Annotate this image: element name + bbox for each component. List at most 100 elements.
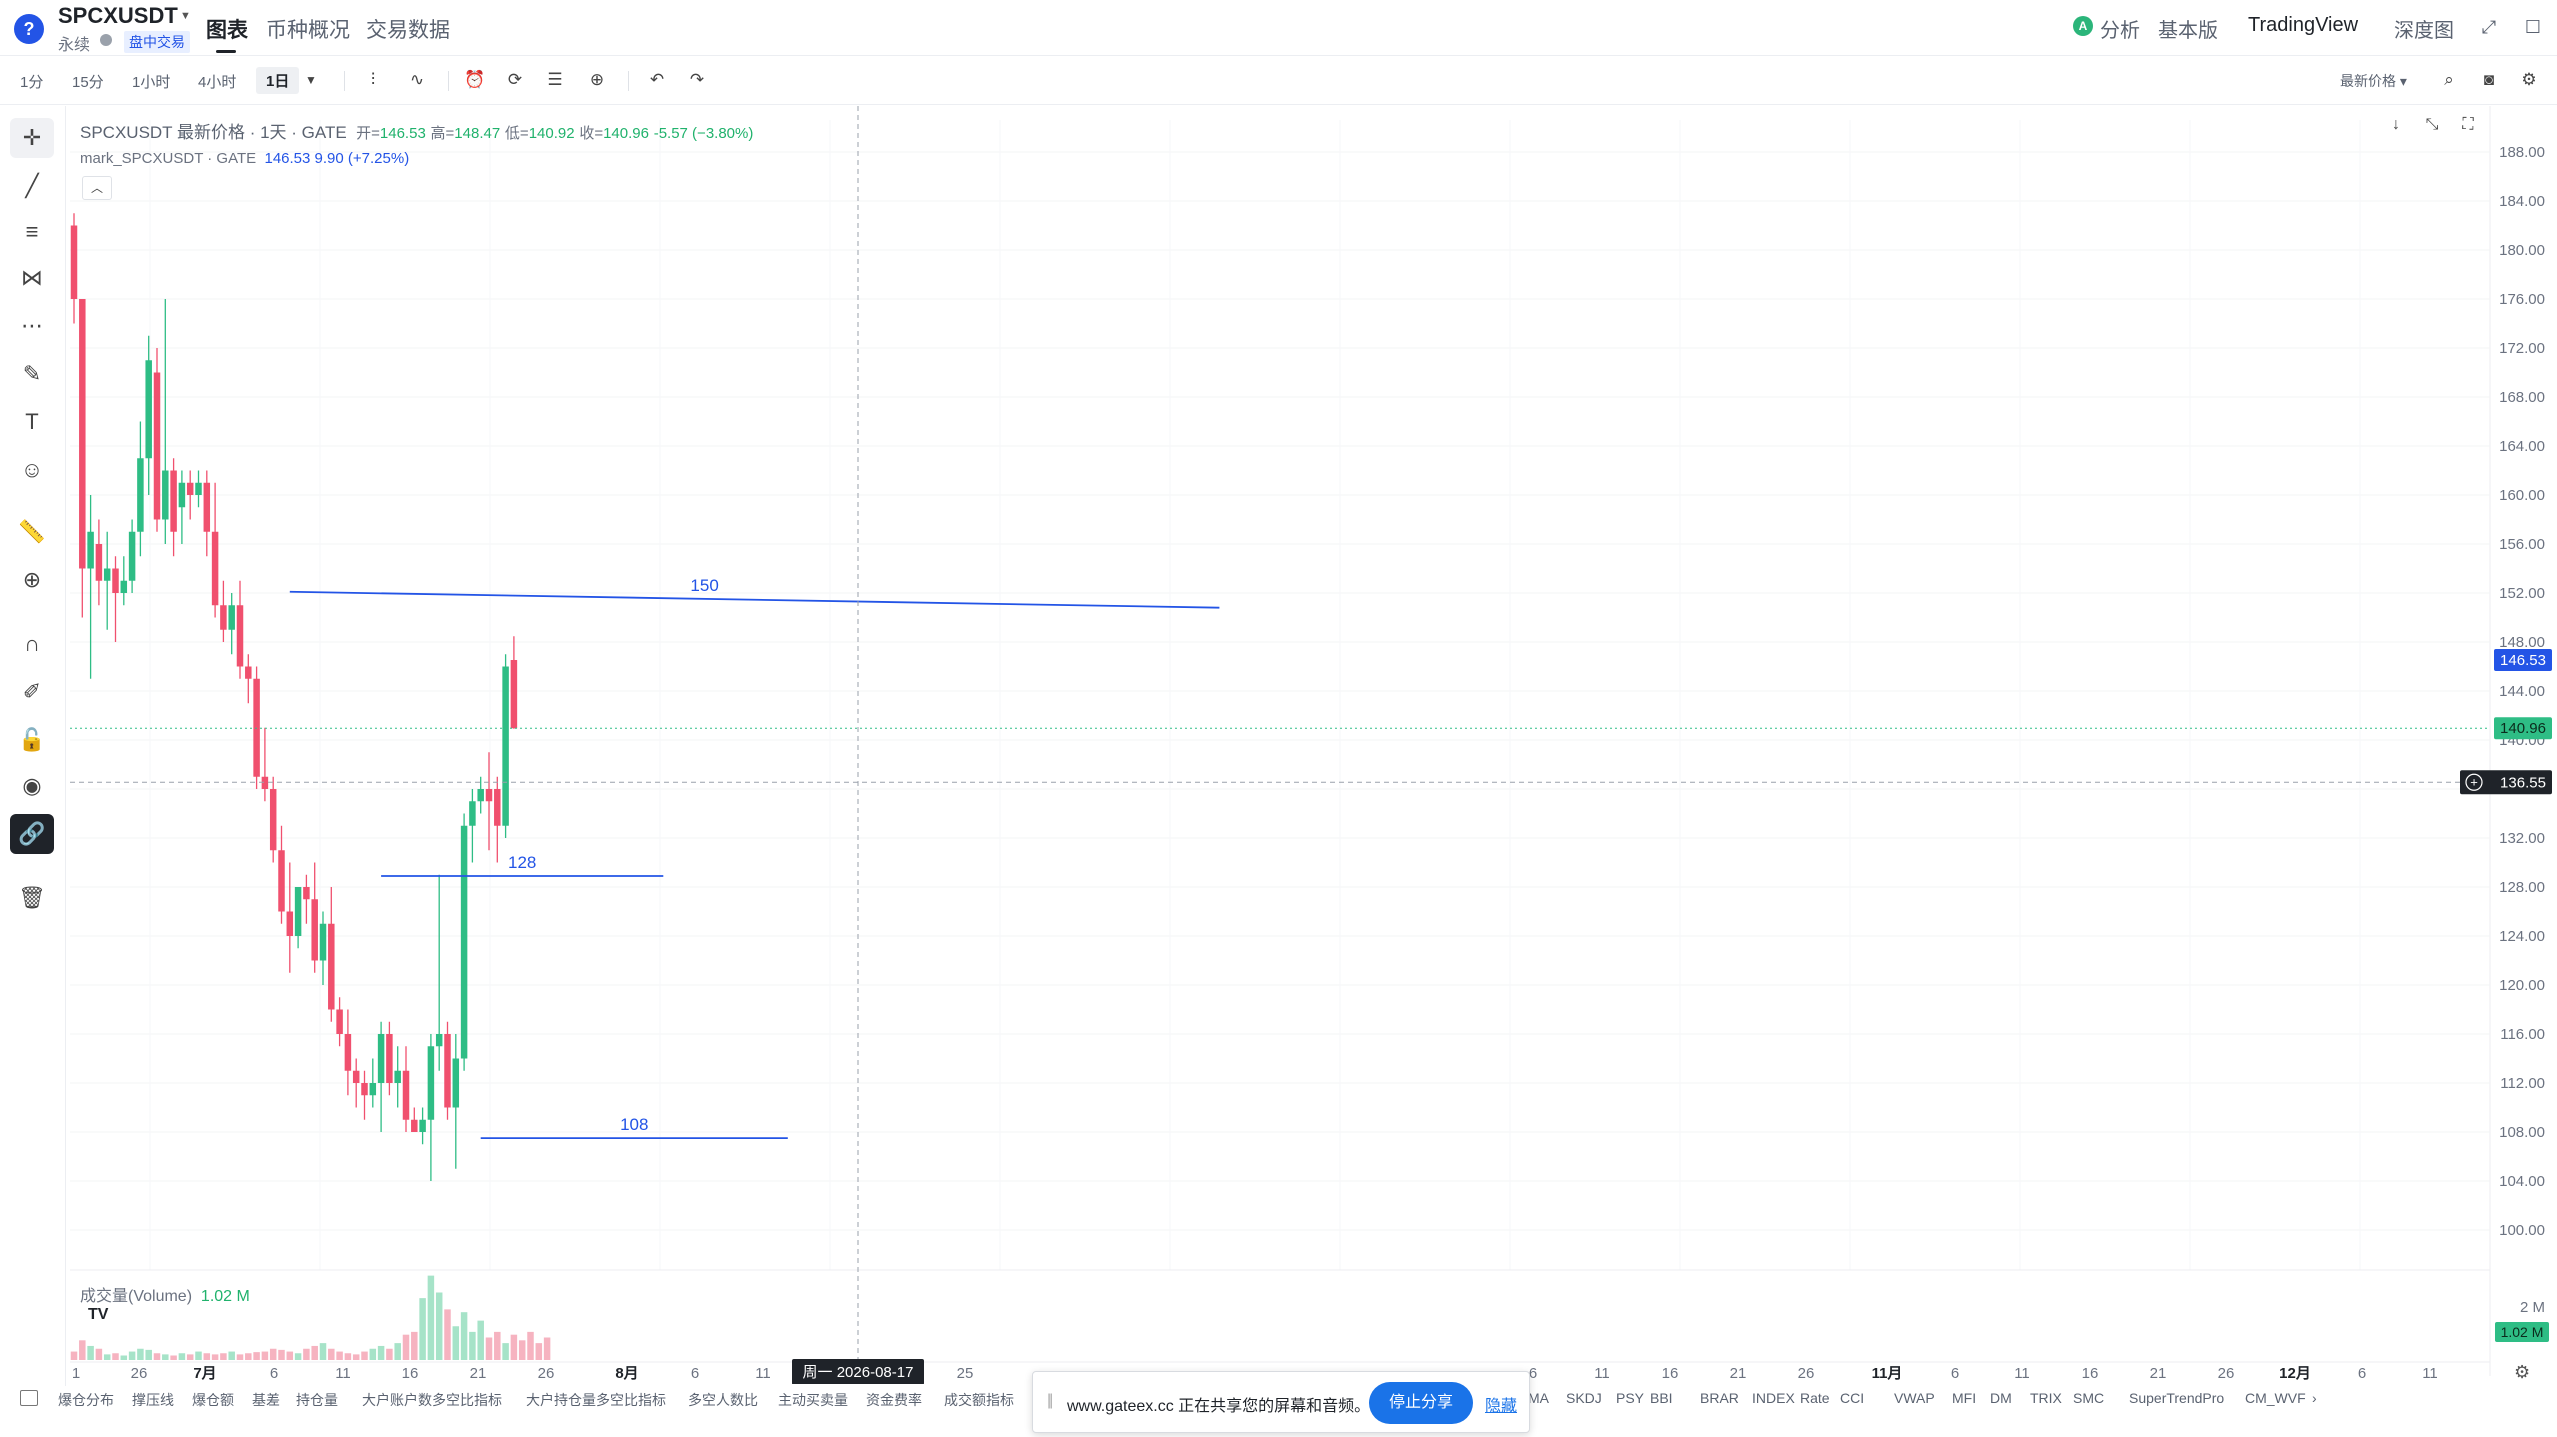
indicator-13[interactable]: PSY	[1616, 1390, 1645, 1406]
indicator-9[interactable]: 资金费率	[866, 1392, 922, 1408]
indicator-19[interactable]: VWAP	[1894, 1390, 1935, 1406]
settings-icon[interactable]: ⚙	[2514, 1362, 2531, 1382]
indicator-1[interactable]: 撑压线	[132, 1392, 174, 1408]
indicator-5[interactable]: 大户账户数多空比指标	[362, 1392, 502, 1408]
emoji-icon[interactable]: ☺	[20, 457, 44, 482]
timeframe-1d[interactable]: 1日	[256, 67, 300, 94]
projection-icon[interactable]: ⋯	[21, 313, 43, 338]
trend-line-icon[interactable]: ╱	[25, 173, 39, 198]
indicator-6[interactable]: 大户持仓量多空比指标	[526, 1392, 666, 1408]
compress-icon[interactable]: ⤡	[2425, 116, 2439, 133]
timeframe-4h[interactable]: 4小时	[198, 74, 237, 91]
search-icon[interactable]: ⌕	[2444, 70, 2454, 89]
indicator-14[interactable]: BBI	[1650, 1390, 1673, 1406]
crosshair-time-text: 周一 2026-08-17	[803, 1364, 914, 1381]
indicator-17[interactable]: Rate	[1800, 1390, 1830, 1406]
chevron-right-icon[interactable]: ›	[2312, 1390, 2317, 1406]
volume-bar	[518, 1340, 526, 1360]
time-tick-label: 21	[2150, 1365, 2167, 1382]
expand-icon[interactable]: ⤢	[2481, 17, 2497, 37]
ruler-icon[interactable]: 📏	[18, 519, 46, 544]
indicator-24[interactable]: SuperTrendPro	[2129, 1390, 2225, 1406]
price-tick-label: 124.00	[2499, 928, 2545, 945]
indicator-11[interactable]: MA	[1528, 1390, 1549, 1406]
time-tick-label: 8月	[615, 1365, 638, 1382]
indicator-3[interactable]: 基差	[252, 1392, 280, 1408]
drawing-toolbar: ✛ ╱ ≡ ⋈ ⋯ ✎ T ☺ 📏 ⊕ ∩ ✐ 🔓 ◉ 🔗 🗑	[0, 106, 66, 1386]
candle-body	[402, 1070, 410, 1120]
undo-icon[interactable]: ↶	[649, 70, 665, 89]
brush-icon[interactable]: ✎	[22, 361, 42, 386]
indicator-15[interactable]: BRAR	[1700, 1390, 1739, 1406]
zoom-icon[interactable]: ⊕	[22, 567, 42, 592]
arrow-down-icon[interactable]: ↓	[2392, 116, 2400, 133]
indicator-16[interactable]: INDEX	[1752, 1390, 1795, 1406]
indicator-12[interactable]: SKDJ	[1566, 1390, 1602, 1406]
text-icon[interactable]: T	[25, 409, 39, 434]
indicator-8[interactable]: 主动买卖量	[778, 1392, 848, 1408]
mark-change: 9.90 (+7.25%)	[314, 150, 410, 167]
price-chart[interactable]: 188.00 184.00 180.00 176.00 172.00 168.00 164.…	[0, 0, 2557, 1384]
collapse-legend-button[interactable]: ︿	[82, 176, 112, 200]
tradingview-button[interactable]: TradingView	[2248, 14, 2359, 36]
crosshair-icon[interactable]: ✛	[10, 118, 54, 158]
fullscreen-icon[interactable]: ☐	[2524, 17, 2542, 37]
indicator-7[interactable]: 多空人数比	[688, 1392, 758, 1408]
replay-icon[interactable]: ⟳	[507, 70, 523, 89]
indicator-21[interactable]: DM	[1990, 1390, 2012, 1406]
time-tick-label: 25	[957, 1365, 974, 1382]
gear-icon[interactable]: ⚙	[2521, 70, 2537, 89]
candle-body	[352, 1070, 360, 1083]
templates-icon[interactable]: ☰	[547, 70, 563, 89]
indicator-18[interactable]: CCI	[1840, 1390, 1865, 1406]
basic-version-button[interactable]: 基本版	[2158, 20, 2218, 42]
lock-icon[interactable]: 🔓	[18, 727, 46, 752]
stop-share-button[interactable]: 停止分享	[1369, 1382, 1473, 1424]
tab-coin-overview[interactable]: 币种概况	[266, 19, 350, 42]
trash-icon[interactable]: 🗑	[18, 885, 46, 910]
analysis-button[interactable]: 分析	[2100, 20, 2140, 42]
indicator-0[interactable]: 爆仓分布	[58, 1392, 114, 1408]
link-icon[interactable]: 🔗	[10, 814, 54, 854]
maximize-icon[interactable]: ⛶	[2462, 116, 2474, 133]
timeframe-15m[interactable]: 15分	[72, 74, 104, 91]
camera-icon[interactable]: ◙	[2483, 70, 2495, 89]
open-value: 146.53	[379, 125, 426, 142]
depth-chart-button[interactable]: 深度图	[2394, 20, 2454, 42]
help-icon[interactable]: ?	[14, 14, 44, 44]
chevron-down-icon[interactable]: ▼	[180, 10, 191, 22]
tradingview-logo-icon[interactable]: TV	[88, 1306, 109, 1323]
indicator-23[interactable]: SMC	[2073, 1390, 2105, 1406]
eye-icon[interactable]: ◉	[22, 773, 42, 798]
indicator-2[interactable]: 爆仓额	[192, 1392, 234, 1408]
indicator-22[interactable]: TRIX	[2030, 1390, 2062, 1406]
tab-chart[interactable]: 图表	[206, 19, 248, 42]
timeframe-1m[interactable]: 1分	[20, 74, 44, 91]
drag-handle-icon[interactable]: ||	[1047, 1392, 1053, 1409]
magnet-icon[interactable]: ∩	[24, 631, 40, 656]
fib-retracement-icon[interactable]: ≡	[25, 219, 39, 244]
alert-icon[interactable]: ⏰	[464, 70, 486, 89]
indicator-10[interactable]: 成交额指标	[944, 1392, 1014, 1408]
calendar-icon[interactable]	[20, 1390, 38, 1406]
timeframe-dropdown-icon[interactable]: ▼	[305, 73, 317, 87]
info-icon[interactable]	[100, 34, 112, 46]
hide-link[interactable]: 隐藏	[1485, 1398, 1518, 1415]
pattern-icon[interactable]: ⋈	[21, 265, 43, 290]
indicator-20[interactable]: MFI	[1952, 1390, 1977, 1406]
indicators-icon[interactable]: ∿	[409, 70, 425, 89]
add-indicator-icon[interactable]: ⊕	[589, 70, 605, 89]
candle-type-icon[interactable]: ⫶	[370, 70, 376, 89]
lock-drawing-icon[interactable]: ✐	[22, 679, 42, 704]
analysis-icon[interactable]: A	[2073, 16, 2093, 36]
indicator-25[interactable]: CM_WVF	[2245, 1390, 2306, 1406]
price-type-select[interactable]: 最新价格 ▾	[2340, 73, 2407, 89]
indicator-4[interactable]: 持仓量	[296, 1392, 338, 1408]
timeframe-1h[interactable]: 1小时	[132, 74, 171, 91]
tab-trading-data[interactable]: 交易数据	[366, 19, 450, 42]
redo-icon[interactable]: ↷	[689, 70, 705, 89]
mark-price-tag-text: 146.53	[2500, 652, 2546, 669]
symbol-selector[interactable]: SPCXUSDT	[58, 3, 178, 28]
header-bar: ? SPCXUSDT ▼ 永续 盘中交易 图表 币种概况 交易数据 A 分析 基…	[0, 0, 2557, 56]
volume-bar	[527, 1331, 534, 1360]
